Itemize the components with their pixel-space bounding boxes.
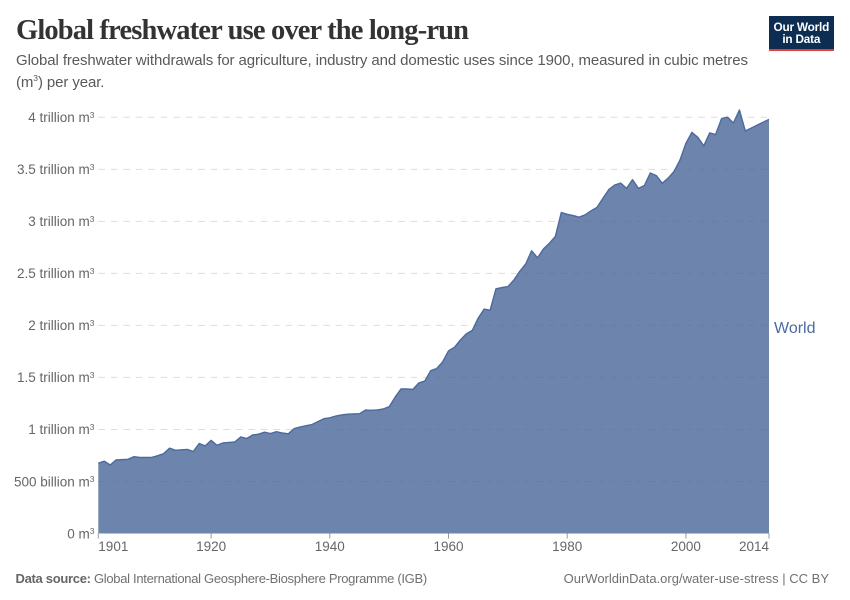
svg-text:3 trillion m3: 3 trillion m3 [28, 214, 95, 229]
svg-text:1940: 1940 [315, 539, 345, 554]
svg-text:1920: 1920 [196, 539, 226, 554]
svg-text:3.5 trillion m3: 3.5 trillion m3 [17, 162, 95, 177]
svg-text:1.5 trillion m3: 1.5 trillion m3 [17, 370, 95, 385]
svg-text:1960: 1960 [433, 539, 463, 554]
svg-text:2000: 2000 [671, 539, 701, 554]
svg-text:2014: 2014 [739, 539, 770, 554]
svg-text:4 trillion m3: 4 trillion m3 [28, 110, 95, 125]
svg-text:2 trillion m3: 2 trillion m3 [28, 318, 95, 333]
svg-text:500 billion m3: 500 billion m3 [14, 474, 95, 489]
svg-text:1 trillion m3: 1 trillion m3 [28, 422, 95, 437]
svg-text:World: World [774, 320, 816, 337]
svg-text:1901: 1901 [98, 539, 128, 554]
svg-text:1980: 1980 [552, 539, 582, 554]
svg-text:2.5 trillion m3: 2.5 trillion m3 [17, 266, 95, 281]
svg-text:0 m3: 0 m3 [67, 526, 95, 541]
